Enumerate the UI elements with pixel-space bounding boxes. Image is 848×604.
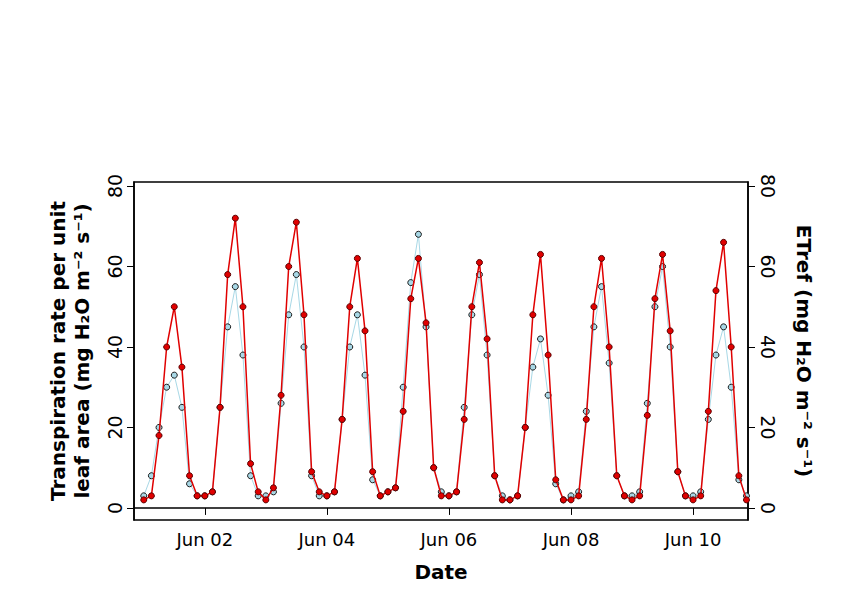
svg-text:ETref (mg H₂O m⁻² s⁻¹): ETref (mg H₂O m⁻² s⁻¹): [792, 225, 816, 477]
svg-text:Jun 02: Jun 02: [175, 529, 233, 550]
svg-text:60: 60: [757, 254, 779, 278]
svg-text:Jun 10: Jun 10: [664, 529, 722, 550]
svg-text:0: 0: [104, 502, 126, 514]
svg-text:80: 80: [757, 174, 779, 198]
svg-text:leaf area (mg H₂O m⁻² s⁻¹): leaf area (mg H₂O m⁻² s⁻¹): [70, 203, 94, 498]
svg-text:0: 0: [757, 502, 779, 514]
svg-text:40: 40: [757, 335, 779, 359]
svg-text:20: 20: [104, 415, 126, 439]
svg-text:Jun 04: Jun 04: [297, 529, 355, 550]
svg-text:60: 60: [104, 254, 126, 278]
svg-text:Jun 06: Jun 06: [420, 529, 478, 550]
svg-text:80: 80: [104, 174, 126, 198]
svg-text:Jun 08: Jun 08: [542, 529, 600, 550]
svg-text:40: 40: [104, 335, 126, 359]
svg-text:Date: Date: [414, 560, 467, 584]
svg-text:20: 20: [757, 415, 779, 439]
svg-text:Transpiration rate per unit: Transpiration rate per unit: [46, 201, 70, 501]
